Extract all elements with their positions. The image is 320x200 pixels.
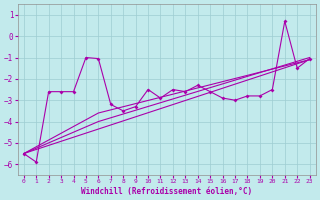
X-axis label: Windchill (Refroidissement éolien,°C): Windchill (Refroidissement éolien,°C) (81, 187, 252, 196)
